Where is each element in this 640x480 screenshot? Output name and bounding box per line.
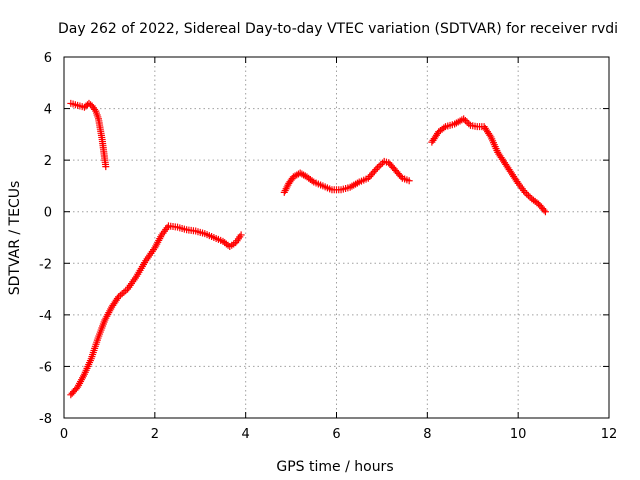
data-point-plus xyxy=(460,115,468,123)
x-tick-label: 4 xyxy=(242,427,250,442)
y-tick-label: -4 xyxy=(39,309,52,324)
data-point-plus xyxy=(397,173,405,181)
data-point-plus xyxy=(524,192,532,200)
data-point-plus xyxy=(465,120,473,128)
x-tick-label: 12 xyxy=(601,427,618,442)
data-point-plus xyxy=(375,162,383,170)
data-point-plus xyxy=(440,124,448,132)
data-point-plus xyxy=(372,166,380,174)
data-point-plus xyxy=(463,118,471,126)
data-point-plus xyxy=(367,171,375,179)
data-point-plus xyxy=(364,174,372,182)
data-point-plus xyxy=(513,178,521,186)
y-tick-label: -6 xyxy=(39,360,52,375)
data-point-plus xyxy=(540,206,548,214)
data-point-plus xyxy=(113,295,121,303)
y-tick-label: 2 xyxy=(44,154,52,169)
data-point-plus xyxy=(378,159,386,167)
data-point-plus xyxy=(541,208,549,216)
y-tick-label: -2 xyxy=(39,257,52,272)
plot-frame xyxy=(63,56,610,419)
data-point-plus xyxy=(373,164,381,172)
data-point-plus xyxy=(366,172,374,180)
grid-lines xyxy=(64,57,609,418)
data-point-plus xyxy=(91,105,99,113)
x-tick-label: 10 xyxy=(510,427,527,442)
y-tick-label: -8 xyxy=(39,412,52,427)
series-4 xyxy=(428,115,549,216)
data-point-plus xyxy=(486,131,494,139)
x-axis-label: GPS time / hours xyxy=(276,459,393,475)
x-tick-label: 8 xyxy=(423,427,431,442)
y-axis-label: SDTVAR / TECUs xyxy=(7,181,23,296)
y-tick-label: 0 xyxy=(44,206,52,221)
data-point-plus xyxy=(102,163,110,171)
series-1 xyxy=(67,99,110,171)
series-3 xyxy=(280,157,413,196)
data-point-plus xyxy=(523,190,531,198)
y-tick-label: 4 xyxy=(44,103,52,118)
data-points xyxy=(67,99,549,399)
y-tick-label: 6 xyxy=(44,51,52,66)
data-point-plus xyxy=(237,231,245,239)
data-point-plus xyxy=(308,177,316,185)
axes: 0 2 4 6 8 10 12 -8 -6 -4 -2 0 2 4 6 xyxy=(39,51,617,442)
series-2 xyxy=(67,222,245,399)
data-point-plus xyxy=(461,116,469,124)
data-point-plus xyxy=(405,177,413,185)
data-point-plus xyxy=(369,169,377,177)
x-tick-label: 6 xyxy=(332,427,340,442)
x-tick-label: 0 xyxy=(60,427,68,442)
data-point-plus xyxy=(377,161,385,169)
data-point-plus xyxy=(521,188,529,196)
data-point-plus xyxy=(370,167,378,175)
x-tick-label: 2 xyxy=(151,427,159,442)
chart-title: Day 262 of 2022, Sidereal Day-to-day VTE… xyxy=(58,21,618,37)
